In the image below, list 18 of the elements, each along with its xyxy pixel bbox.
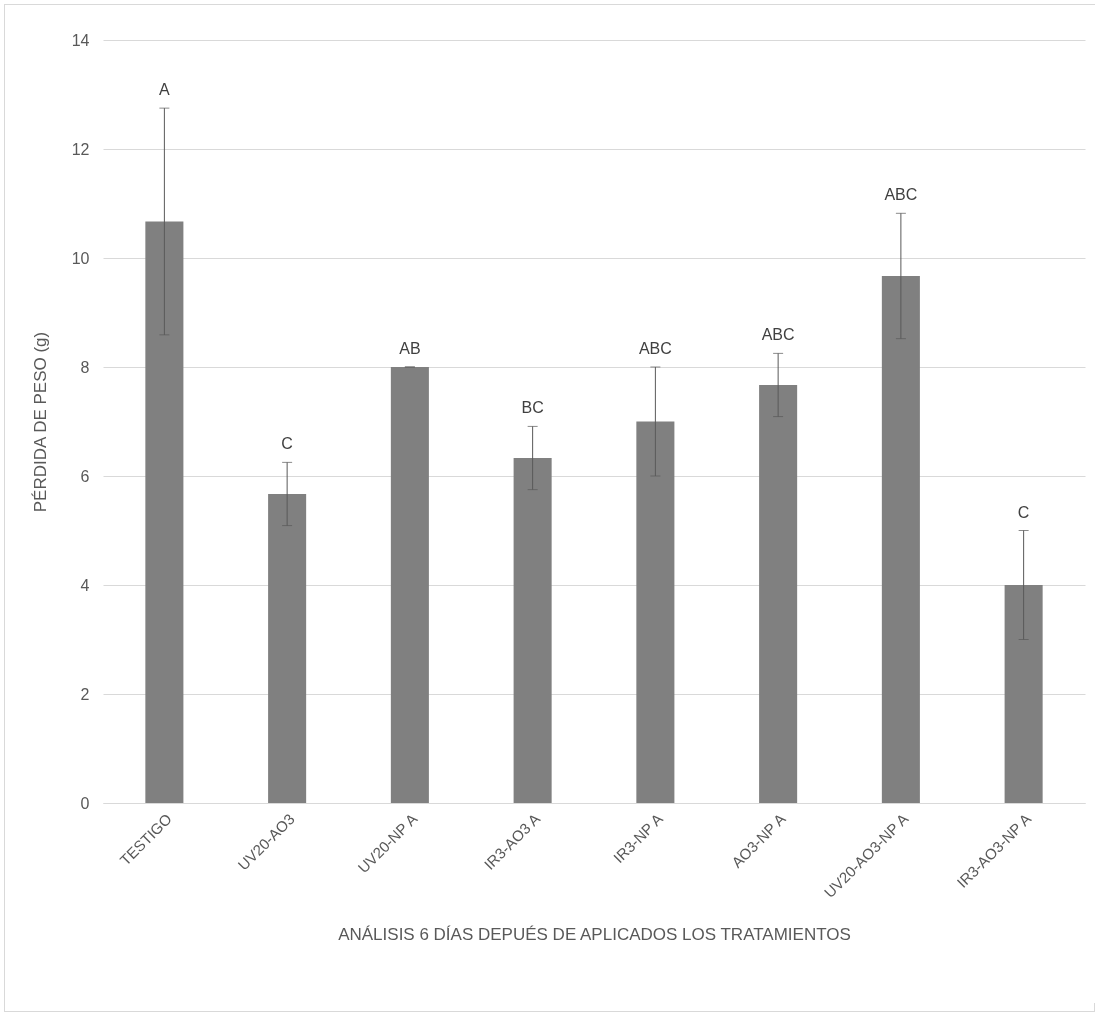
annotation: ABC [884, 186, 918, 204]
y-axis-title: PÉRDIDA DE PESO (g) [30, 331, 50, 513]
y-tick-label: 4 [80, 576, 90, 594]
annotation: ABC [761, 326, 795, 344]
annotation: C [1017, 503, 1030, 521]
annotation: AB [399, 340, 421, 357]
annotation: ABC [638, 340, 672, 357]
y-tick-label: 2 [80, 685, 90, 703]
y-tick-label: 10 [71, 249, 90, 267]
y-tick-label: 14 [71, 31, 90, 49]
y-tick-label: 0 [80, 794, 90, 812]
y-tick-label: 12 [71, 140, 90, 158]
annotation: A [159, 81, 171, 99]
annotation: BC [521, 399, 544, 417]
y-tick-label: 8 [80, 358, 90, 376]
x-axis-title: ANÁLISIS 6 DÍAS DEPUÉS DE APLICADOS LOS TRATAMIENTOS [338, 924, 851, 944]
y-tick-label: 6 [80, 467, 90, 485]
annotation: C [281, 435, 293, 453]
